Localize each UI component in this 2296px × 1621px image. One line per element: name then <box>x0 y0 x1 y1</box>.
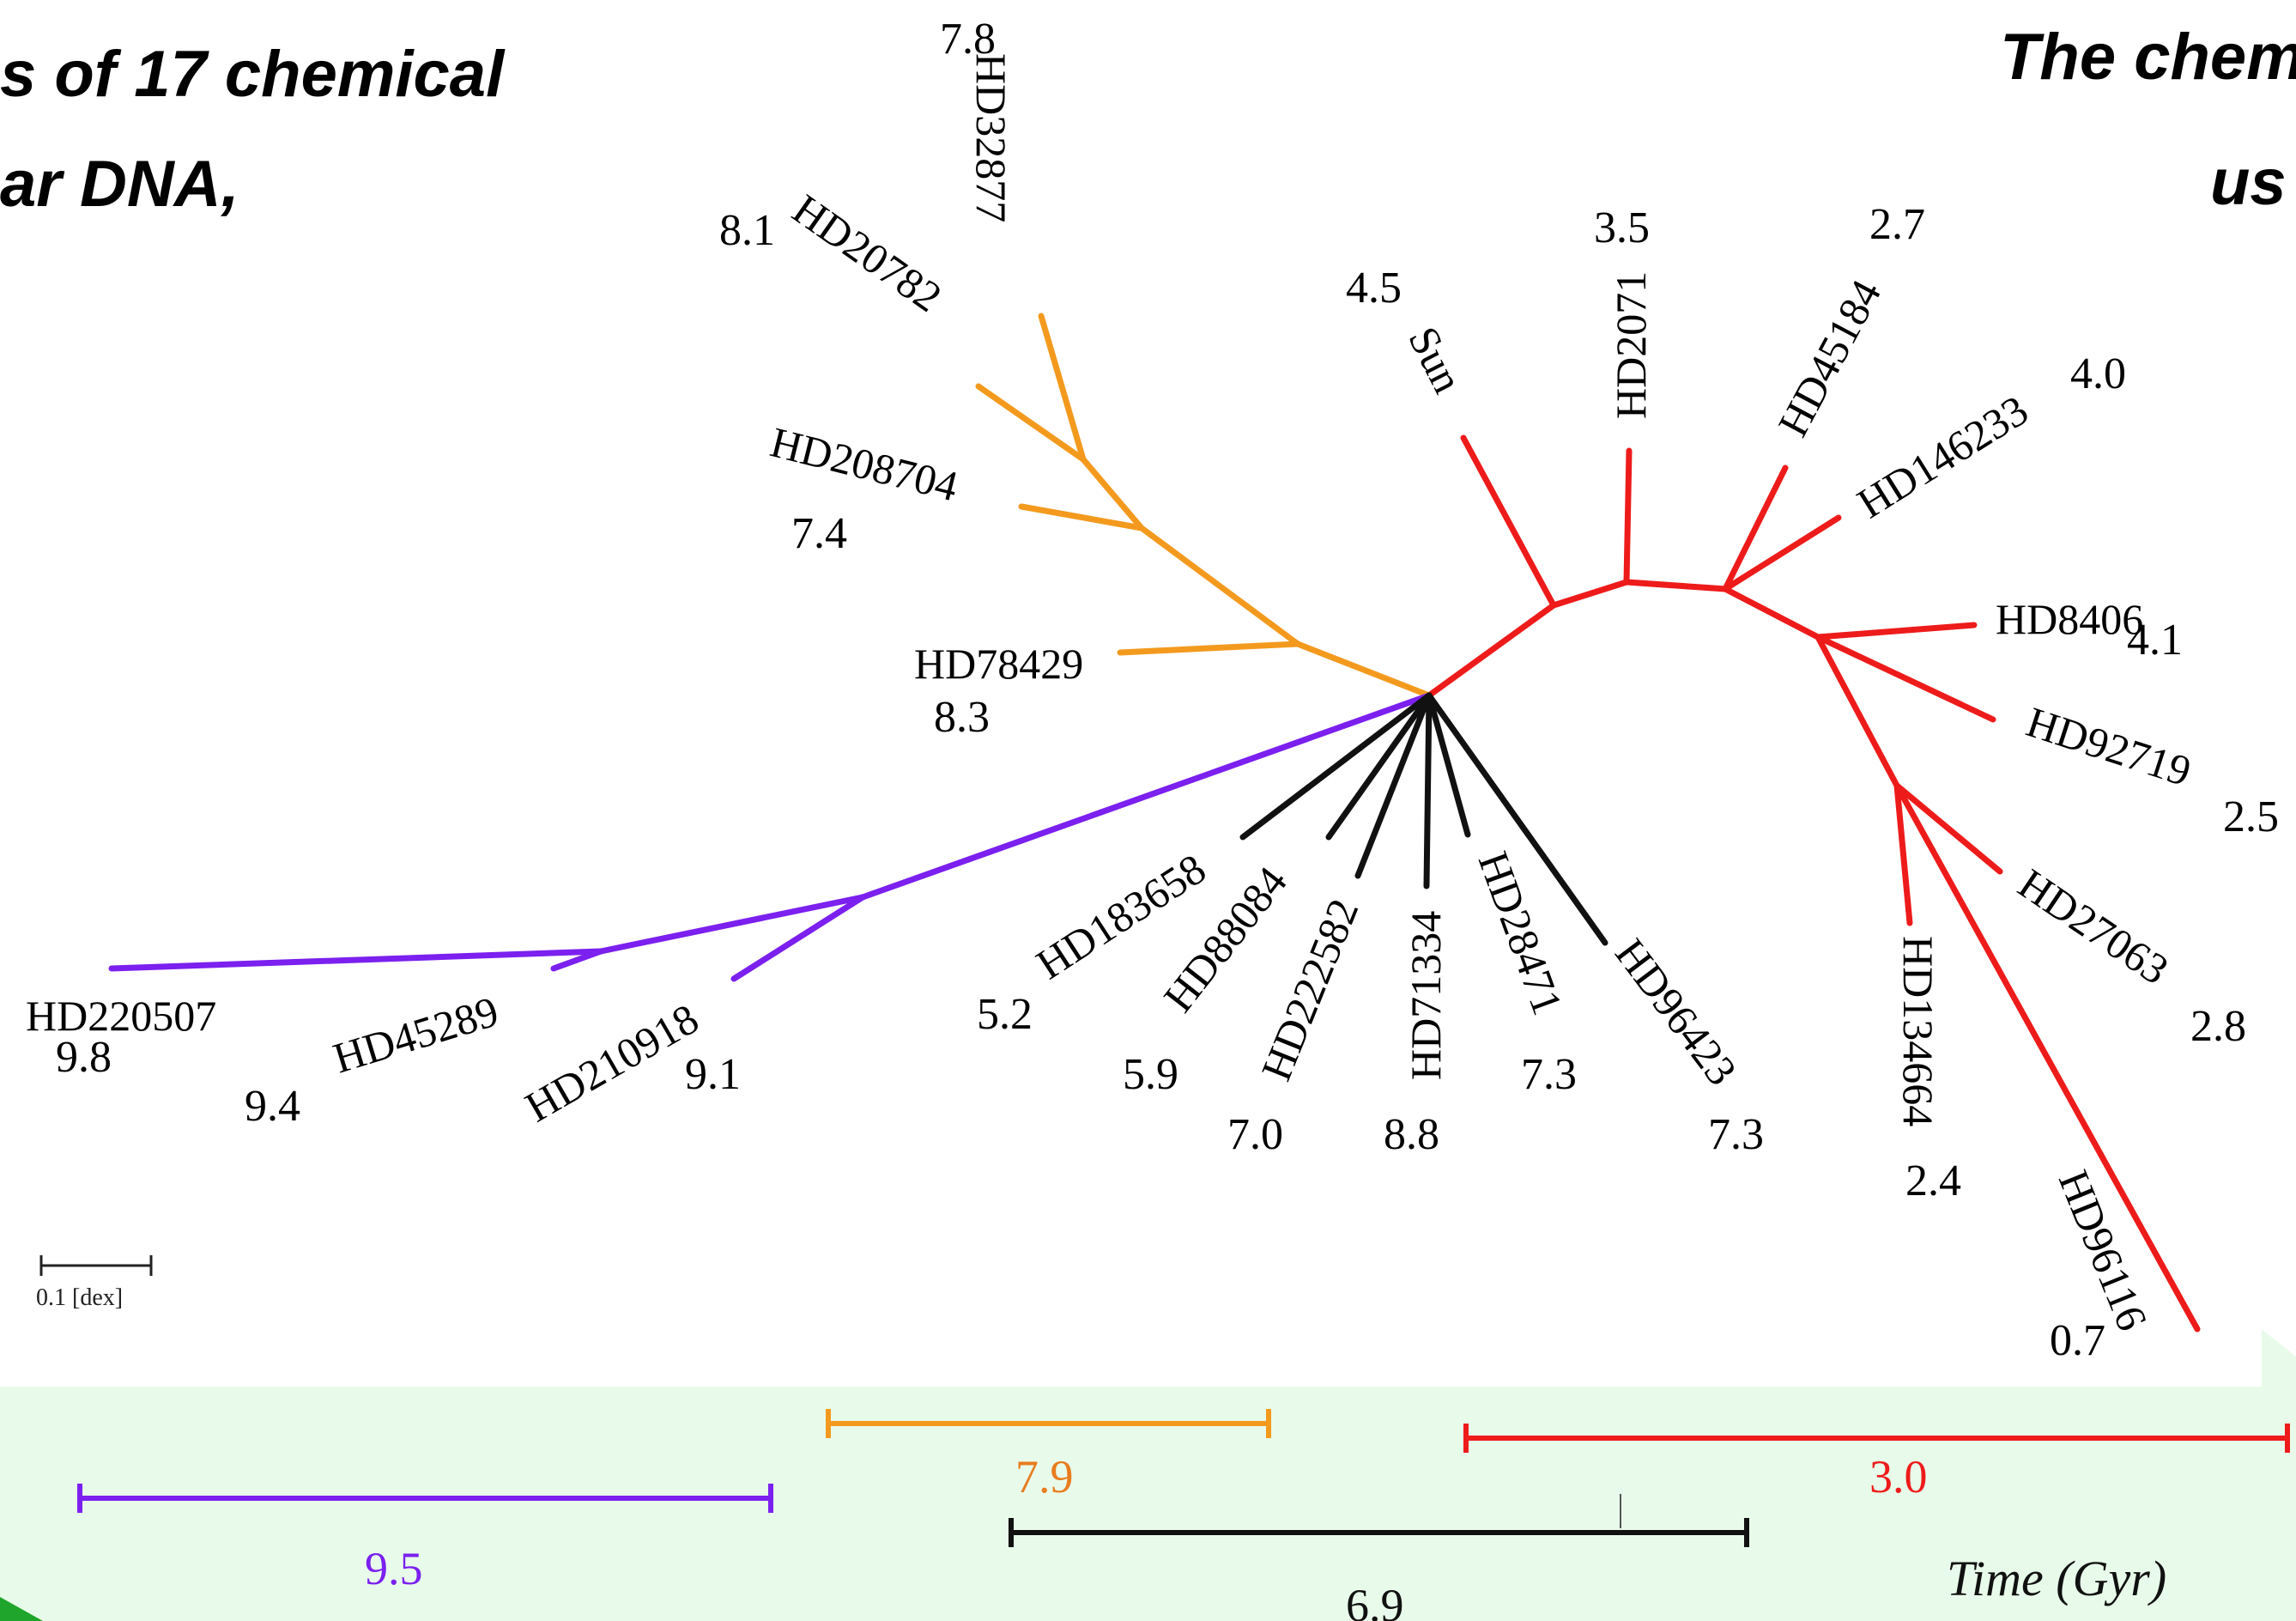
branch-HD208704 <box>1018 503 1145 531</box>
red-inner4 <box>1814 634 1900 789</box>
red-stem <box>1426 602 1557 699</box>
branch-HD210918 <box>730 894 866 982</box>
timeline-black: 6.9 <box>1009 1494 1749 1621</box>
age-HD183658: 5.2 <box>977 990 1033 1039</box>
age-HD32877: 7.8 <box>940 15 996 64</box>
label-HD45184: HD45184 <box>1768 272 1890 444</box>
age-HD20782: 8.1 <box>719 206 775 255</box>
label-HD45289: HD45289 <box>328 987 504 1082</box>
green-corner-shape <box>0 1597 43 1621</box>
age-HD45289: 9.4 <box>245 1082 300 1131</box>
age-HD92719: 2.5 <box>2223 792 2279 841</box>
age-Sun: 4.5 <box>1346 264 1402 313</box>
age-HD2071: 3.5 <box>1594 203 1650 252</box>
branch-HD134664 <box>1893 782 1913 926</box>
branch-HD45184 <box>1722 464 1789 592</box>
age-HD210918: 9.1 <box>685 1050 741 1099</box>
scale-bar-label: 0.1 [dex] <box>36 1284 123 1311</box>
branch-HD96116 <box>1893 782 2201 1333</box>
orange-inner <box>1138 525 1301 647</box>
age-HD28471: 7.3 <box>1521 1050 1577 1099</box>
timeline-axis-title: Time (Gyr) <box>1947 1551 2166 1606</box>
red-inner3 <box>1722 586 1821 641</box>
branch-HD78429 <box>1117 641 1301 656</box>
right-heading-line1: The chem <box>2000 21 2296 94</box>
label-HD32877: HD32877 <box>967 53 1015 222</box>
age-HD88084: 5.9 <box>1123 1050 1178 1099</box>
age-HD8406: 4.1 <box>2127 616 2183 665</box>
branch-HD27063 <box>1893 782 2003 875</box>
orange-clade <box>975 313 1433 699</box>
timeline-red: 3.0 <box>1463 1424 2290 1503</box>
label-HD220507: HD220507 <box>26 992 216 1040</box>
branch-HD32877 <box>1038 313 1087 463</box>
age-HD208704: 7.4 <box>791 509 847 558</box>
branch-HD220507 <box>108 948 604 972</box>
orange-inner2 <box>1080 456 1145 531</box>
age-HD78429: 8.3 <box>934 693 990 742</box>
age-HD134664: 2.4 <box>1905 1157 1961 1205</box>
right-heading-line2: us <box>2210 146 2287 219</box>
left-heading-line2: ar DNA, <box>0 148 239 221</box>
label-HD208704: HD208704 <box>766 417 962 510</box>
branch-HD88084 <box>1325 692 1433 841</box>
purple-inner <box>597 894 866 955</box>
timeline-black-label: 6.9 <box>1346 1580 1404 1621</box>
label-HD134664: HD134664 <box>1894 936 1942 1126</box>
age-HD220507: 9.8 <box>56 1033 112 1082</box>
timeline-purple: 9.5 <box>77 1484 773 1594</box>
label-HD71334: HD71334 <box>1402 911 1450 1080</box>
label-HD27063: HD27063 <box>2010 859 2178 994</box>
timeline-purple-label: 9.5 <box>365 1543 423 1594</box>
age-HD96423: 7.3 <box>1708 1110 1764 1159</box>
red-clade <box>1426 434 2201 1333</box>
branch-HD222582 <box>1354 692 1433 879</box>
branch-Sun <box>1460 434 1557 609</box>
age-HD27063: 2.8 <box>2190 1002 2246 1051</box>
branch-HD183658 <box>1239 692 1433 841</box>
age-HD146233: 4.0 <box>2070 349 2126 398</box>
age-HD45184: 2.7 <box>1869 200 1925 249</box>
scale-bar: 0.1 [dex] <box>36 1255 153 1311</box>
label-HD92719: HD92719 <box>2021 697 2197 795</box>
label-HD146233: HD146233 <box>1849 386 2036 527</box>
label-HD96423: HD96423 <box>1606 930 1746 1094</box>
orange-stem <box>1294 641 1433 699</box>
label-HD210918: HD210918 <box>518 994 706 1132</box>
branch-HD8406 <box>1814 622 1978 641</box>
branch-HD96423 <box>1426 692 1608 946</box>
purple-stem <box>859 692 1433 901</box>
label-HD8406: HD8406 <box>1996 595 2143 643</box>
label-Sun: Sun <box>1399 319 1472 401</box>
purple-clade <box>108 692 1433 982</box>
branch-HD2071 <box>1623 447 1633 586</box>
branch-HD20782 <box>975 383 1087 463</box>
age-HD222582: 7.0 <box>1227 1110 1283 1159</box>
timeline-orange: 7.9 <box>826 1409 1271 1503</box>
label-HD78429: HD78429 <box>914 640 1083 688</box>
branch-HD146233 <box>1722 514 1842 592</box>
label-HD96116: HD96116 <box>2050 1163 2157 1337</box>
timeline-orange-label: 7.9 <box>1015 1451 1074 1503</box>
timeline-band <box>0 1329 2296 1621</box>
branch-HD92719 <box>1814 634 1996 723</box>
left-heading-line1: s of 17 chemical <box>0 38 506 111</box>
red-inner1 <box>1550 579 1630 609</box>
branch-HD28471 <box>1426 692 1471 838</box>
label-HD2071: HD2071 <box>1607 271 1655 419</box>
age-HD96116: 0.7 <box>2050 1316 2105 1365</box>
age-HD71334: 8.8 <box>1384 1110 1439 1159</box>
black-clade <box>1239 692 1608 946</box>
timeline-red-label: 3.0 <box>1869 1451 1928 1503</box>
branch-HD71334 <box>1423 692 1433 889</box>
label-HD20782: HD20782 <box>785 185 951 321</box>
red-inner2 <box>1623 579 1729 592</box>
